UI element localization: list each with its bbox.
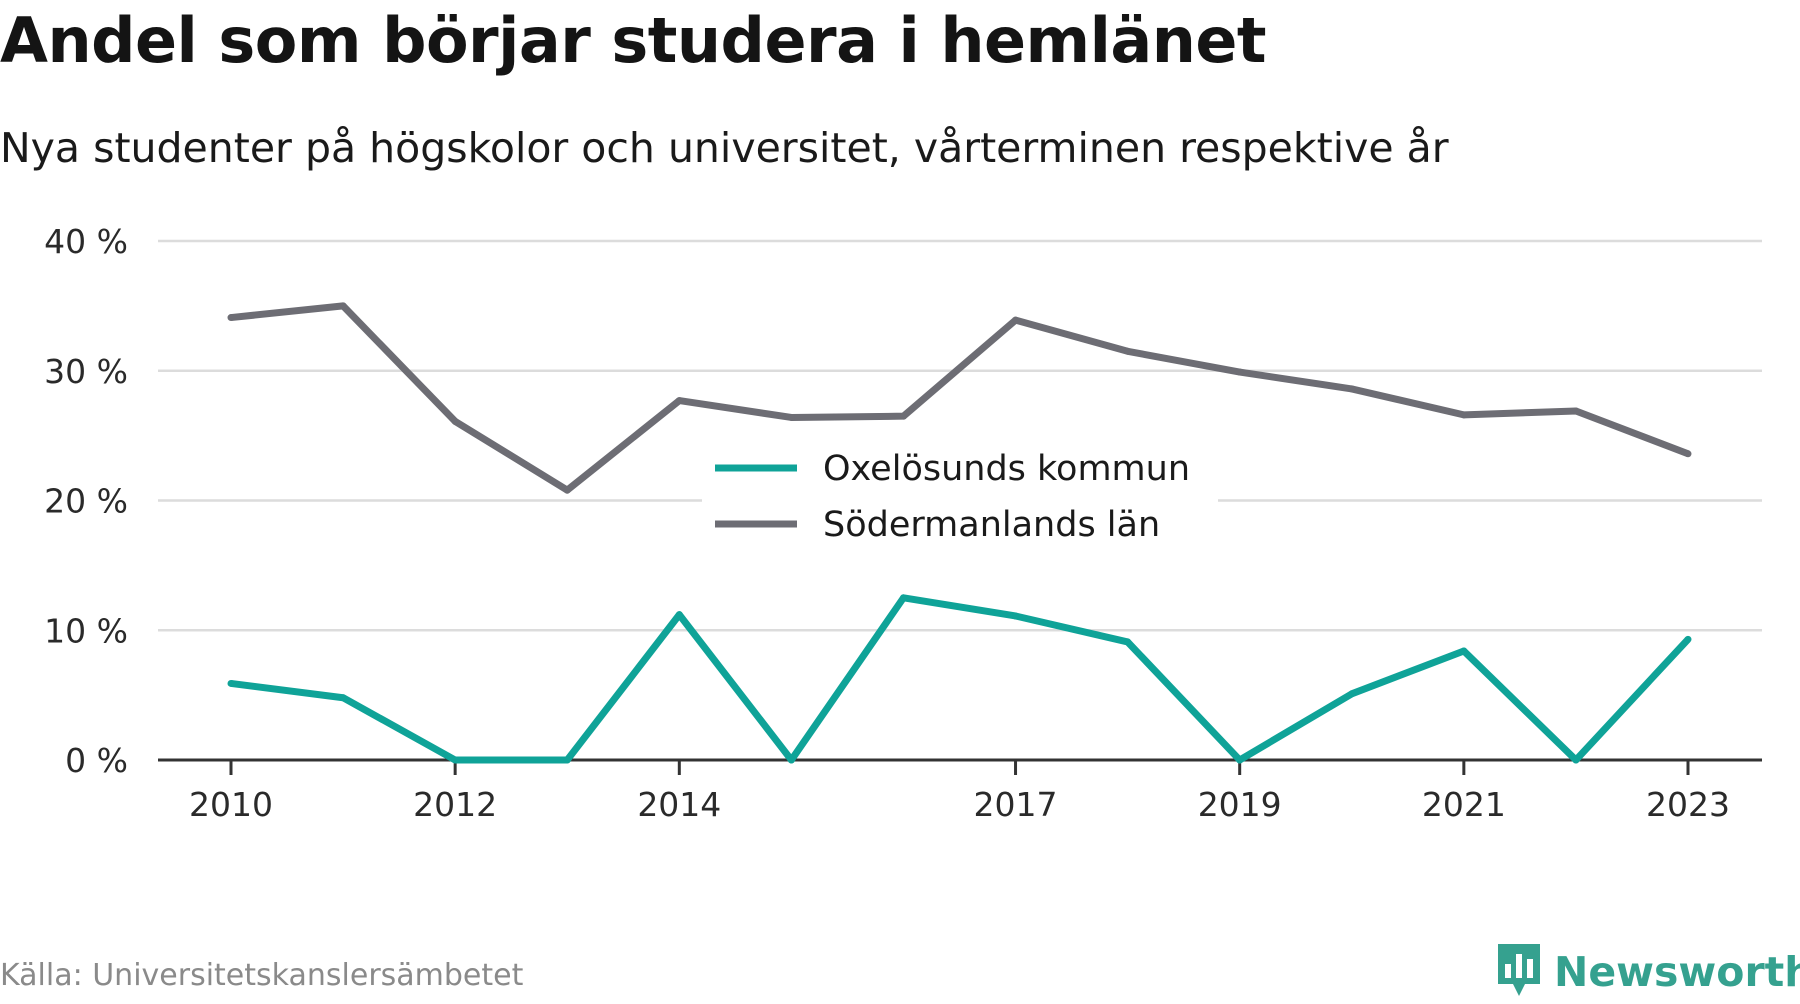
data-point: [563, 486, 571, 494]
data-point: [339, 694, 347, 702]
x-tick-label: 2023: [1646, 785, 1730, 824]
x-tick-label: 2019: [1198, 785, 1282, 824]
y-axis-labels: 0 % 10 % 20 % 30 % 40 %: [44, 222, 128, 780]
data-point: [1572, 407, 1580, 415]
data-point: [1012, 612, 1020, 620]
y-tick-label: 0 %: [65, 741, 128, 780]
data-point: [451, 417, 459, 425]
data-point: [1012, 316, 1020, 324]
x-tick-label: 2014: [637, 785, 721, 824]
newsworthy-logo[interactable]: Newsworthy: [1494, 940, 1800, 1004]
x-tick-label: 2010: [189, 785, 273, 824]
y-tick-label: 20 %: [44, 482, 128, 521]
x-axis-labels: 2010 2012 2014 2017 2019 2021 2023: [189, 760, 1730, 824]
legend-label: Oxelösunds kommun: [823, 449, 1190, 489]
data-point: [899, 594, 907, 602]
series-layer: [227, 302, 1692, 764]
data-point: [675, 611, 683, 619]
data-point: [787, 413, 795, 421]
data-point: [1348, 385, 1356, 393]
data-point: [675, 397, 683, 405]
data-point: [899, 412, 907, 420]
x-tick-label: 2021: [1422, 785, 1506, 824]
data-point: [339, 302, 347, 310]
data-point: [787, 756, 795, 764]
data-point: [563, 756, 571, 764]
data-point: [1572, 756, 1580, 764]
data-point: [1460, 411, 1468, 419]
data-point: [1236, 756, 1244, 764]
data-point: [1236, 368, 1244, 376]
data-point: [1348, 690, 1356, 698]
x-tick-label: 2012: [413, 785, 497, 824]
source-note: Källa: Universitetskanslersämbetet: [0, 958, 524, 993]
data-point: [1460, 647, 1468, 655]
data-point: [1124, 347, 1132, 355]
chart-title: Andel som börjar studera i hemlänet: [0, 4, 1267, 77]
data-point: [1684, 450, 1692, 458]
y-tick-label: 10 %: [44, 611, 128, 650]
chart-subtitle: Nya studenter på högskolor och universit…: [0, 124, 1449, 172]
legend: Oxelösunds kommun Södermanlands län: [702, 448, 1218, 564]
brand-name: Newsworthy: [1554, 948, 1800, 996]
data-point: [1684, 635, 1692, 643]
bar-chart-badge-icon: [1494, 940, 1544, 1004]
x-tick-label: 2017: [974, 785, 1058, 824]
series-line: [230, 302, 1690, 494]
data-point: [451, 756, 459, 764]
data-point: [227, 679, 235, 687]
y-tick-label: 40 %: [44, 222, 128, 261]
data-point: [227, 314, 235, 322]
data-point: [1124, 638, 1132, 646]
y-tick-label: 30 %: [44, 352, 128, 391]
series-line: [230, 594, 1691, 764]
legend-label: Södermanlands län: [823, 505, 1160, 545]
